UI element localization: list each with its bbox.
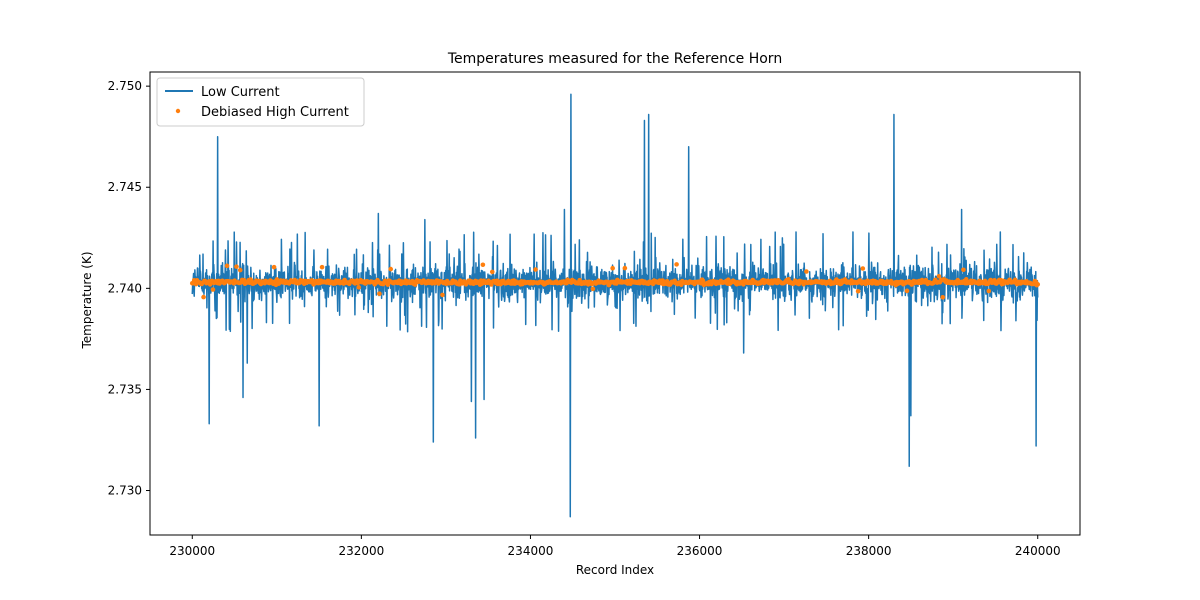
- y-tick-label: 2.735: [108, 382, 142, 396]
- scatter-point: [904, 288, 910, 294]
- scatter-point: [210, 287, 216, 292]
- scatter-point: [234, 264, 239, 269]
- legend-label-debiased-high-current: Debiased High Current: [201, 105, 349, 120]
- y-tick-label: 2.750: [108, 79, 142, 93]
- scatter-point: [936, 273, 942, 279]
- x-tick-label: 232000: [338, 544, 384, 558]
- scatter-point: [201, 294, 206, 300]
- x-axis-label: Record Index: [576, 563, 654, 577]
- y-tick-label: 2.745: [108, 180, 142, 194]
- scatter-point: [224, 263, 230, 269]
- y-tick-label: 2.730: [108, 484, 142, 498]
- y-tick-label: 2.740: [108, 281, 142, 295]
- scatter-point: [986, 288, 992, 294]
- legend-frame: [156, 77, 365, 127]
- scatter-point: [440, 292, 445, 298]
- series-debiased-high-current-points: [189, 262, 1041, 300]
- scatter-point: [271, 264, 277, 270]
- scatter-point: [590, 286, 596, 292]
- scatter-point: [356, 285, 362, 290]
- legend-label-low-current: Low Current: [201, 85, 280, 100]
- scatter-point: [533, 267, 538, 272]
- scatter-point: [610, 265, 615, 271]
- x-tick-label: 238000: [846, 544, 892, 558]
- plot-frame: [149, 71, 1081, 536]
- x-tick-label: 240000: [1015, 544, 1061, 558]
- x-tick-label: 230000: [169, 544, 215, 558]
- scatter-point: [489, 269, 495, 275]
- x-tick-label: 236000: [677, 544, 723, 558]
- scatter-point: [940, 295, 946, 300]
- scatter-point: [1035, 282, 1041, 287]
- scatter-point: [237, 267, 243, 273]
- scatter-point: [860, 266, 866, 271]
- scatter-point: [377, 291, 382, 297]
- scatter-point: [855, 288, 861, 294]
- scatter-point: [674, 262, 679, 267]
- scatter-point: [388, 266, 394, 272]
- legend-swatch-debiased-high-current: [175, 108, 181, 114]
- chart-title: Temperatures measured for the Reference …: [447, 51, 782, 67]
- scatter-point: [319, 264, 325, 270]
- series-low-current-line: [191, 93, 1039, 518]
- scatter-point: [385, 282, 391, 287]
- scatter-point: [622, 265, 628, 271]
- scatter-point: [804, 269, 809, 274]
- y-axis-label: Temperature (K): [80, 251, 94, 349]
- legend: Low Current Debiased High Current: [156, 77, 365, 127]
- scatter-point: [480, 262, 486, 268]
- scatter-point: [961, 267, 966, 273]
- x-tick-label: 234000: [508, 544, 554, 558]
